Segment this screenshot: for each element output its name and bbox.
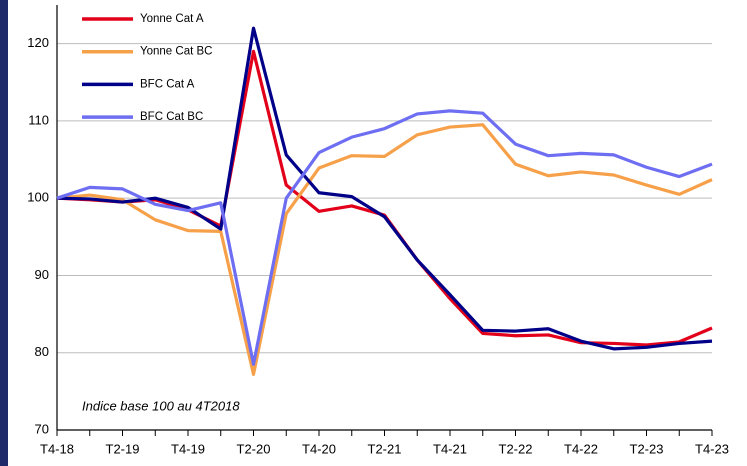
y-tick-label: 120 — [27, 35, 49, 50]
legend-label: BFC Cat A — [140, 78, 195, 90]
x-tick-label: T4-23 — [695, 441, 729, 456]
x-tick-label: T2-23 — [630, 441, 664, 456]
x-tick-label: T2-20 — [237, 441, 271, 456]
legend-label: Yonne Cat BC — [140, 46, 212, 58]
y-tick-label: 110 — [28, 112, 49, 127]
x-tick-label: T2-21 — [368, 441, 402, 456]
side-strip — [0, 0, 8, 466]
x-tick-label: T4-19 — [171, 441, 205, 456]
y-tick-label: 100 — [27, 190, 49, 205]
x-tick-label: T2-22 — [499, 441, 533, 456]
annotation: Indice base 100 au 4T2018 — [82, 398, 240, 413]
y-tick-label: 70 — [35, 421, 49, 436]
series-line — [56, 26, 713, 351]
x-tick-label: T4-22 — [564, 441, 598, 456]
y-tick-label: 90 — [35, 267, 49, 282]
series-line — [56, 123, 713, 376]
x-tick-label: T4-20 — [302, 441, 336, 456]
series-line — [56, 109, 713, 366]
x-tick-label: T4-21 — [433, 441, 467, 456]
y-tick-label: 80 — [35, 344, 49, 359]
legend-label: Yonne Cat A — [140, 13, 204, 25]
x-tick-label: T2-19 — [106, 441, 140, 456]
x-tick-label: T4-18 — [40, 441, 74, 456]
legend-label: BFC Cat BC — [140, 111, 203, 123]
